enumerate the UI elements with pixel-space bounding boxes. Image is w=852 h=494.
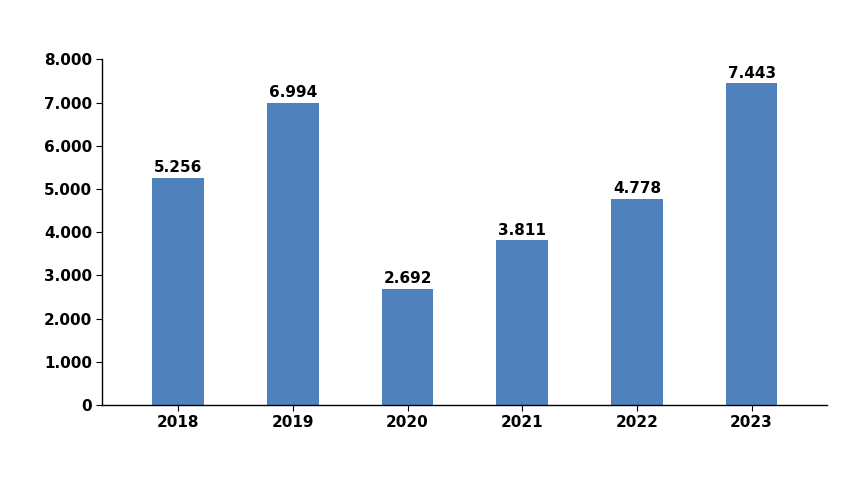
Bar: [725, 83, 776, 405]
Text: 7.443: 7.443: [727, 66, 774, 81]
Bar: [382, 288, 433, 405]
Bar: [153, 178, 204, 405]
Text: 4.778: 4.778: [612, 181, 660, 196]
Bar: [610, 199, 662, 405]
Text: 6.994: 6.994: [268, 85, 317, 100]
Text: 2.692: 2.692: [383, 271, 431, 286]
Text: 3.811: 3.811: [498, 223, 545, 238]
Bar: [496, 241, 547, 405]
Bar: [267, 103, 319, 405]
Text: 5.256: 5.256: [154, 160, 202, 175]
